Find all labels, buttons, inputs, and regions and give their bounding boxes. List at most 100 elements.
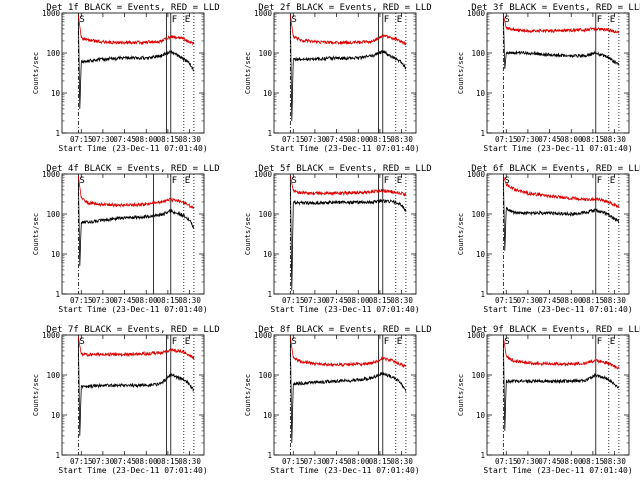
y-tick-label: 1 (267, 129, 272, 138)
marker-label-s: S (79, 15, 84, 25)
lld-series-line (503, 336, 620, 370)
y-tick-label: 1000 (254, 9, 273, 18)
x-tick-label: 08:15 (157, 296, 180, 305)
x-axis-label: Start Time (23-Dec-11 07:01:40) (270, 144, 419, 153)
x-tick-label: 07:15 (70, 457, 93, 466)
y-tick-label: 1000 (467, 9, 486, 18)
marker-label-f: F (597, 176, 602, 186)
lld-series-line (290, 14, 407, 46)
y-tick-label: 1 (480, 451, 485, 460)
x-tick-label: 07:30 (304, 135, 327, 144)
y-tick-label: 10 (263, 89, 273, 98)
y-tick-label: 100 (258, 371, 272, 380)
lld-series-line (503, 175, 619, 209)
y-tick-label: 1000 (42, 170, 61, 179)
marker-label-f: F (384, 15, 389, 25)
x-tick-label: 08:00 (347, 296, 370, 305)
x-tick-label: 07:15 (70, 135, 93, 144)
marker-label-e: E (185, 337, 190, 347)
y-tick-label: 1 (55, 290, 60, 299)
y-tick-label: 1 (55, 451, 60, 460)
y-tick-label: 1000 (42, 331, 61, 340)
y-tick-label: 100 (471, 371, 485, 380)
panel-title: Det 2f BLACK = Events, RED = LLD (258, 3, 431, 13)
x-tick-label: 08:30 (603, 135, 626, 144)
x-tick-label: 08:30 (178, 296, 201, 305)
x-tick-label: 07:15 (495, 135, 518, 144)
x-tick-label: 08:00 (135, 457, 158, 466)
marker-label-e: E (610, 15, 615, 25)
marker-label-e: E (185, 176, 190, 186)
panel-det-8: Det 8f BLACK = Events, RED = LLD 1 10 100 10… (244, 325, 432, 475)
x-axis-label: Start Time (23-Dec-11 07:01:40) (58, 305, 207, 314)
panel-det-5: Det 5f BLACK = Events, RED = LLD 1 10 100 10… (244, 164, 432, 314)
y-tick-label: 100 (46, 210, 60, 219)
y-tick-label: 100 (471, 210, 485, 219)
x-tick-label: 07:30 (517, 296, 540, 305)
events-series-line (290, 14, 407, 122)
x-tick-label: 08:15 (369, 457, 392, 466)
marker-label-e: E (397, 337, 402, 347)
x-axis-label: Start Time (23-Dec-11 07:01:40) (483, 466, 632, 475)
x-axis-label: Start Time (23-Dec-11 07:01:40) (58, 144, 207, 153)
lld-series-line (78, 175, 194, 209)
x-tick-label: 07:30 (92, 296, 115, 305)
x-tick-label: 07:45 (113, 296, 136, 305)
panel-det-6: Det 6f BLACK = Events, RED = LLD 1 10 100 10… (457, 164, 640, 314)
marker-label-s: S (291, 15, 296, 25)
y-tick-label: 1000 (42, 9, 61, 18)
marker-label-f: F (597, 15, 602, 25)
x-tick-label: 07:15 (282, 457, 305, 466)
y-tick-label: 10 (476, 250, 486, 259)
plot-frame (273, 173, 417, 295)
events-series-line (290, 175, 407, 291)
marker-label-s: S (79, 337, 84, 347)
lld-series-line (78, 336, 195, 360)
plot-frame (486, 12, 630, 134)
y-tick-label: 1000 (467, 170, 486, 179)
marker-label-f: F (172, 15, 177, 25)
x-tick-label: 07:30 (304, 296, 327, 305)
lld-series-line (78, 14, 195, 46)
x-tick-label: 08:15 (582, 457, 605, 466)
x-tick-label: 07:30 (92, 135, 115, 144)
x-tick-label: 07:45 (325, 135, 348, 144)
marker-label-s: S (504, 337, 509, 347)
y-tick-label: 10 (263, 411, 273, 420)
marker-label-s: S (79, 176, 84, 186)
x-tick-label: 07:45 (538, 296, 561, 305)
panel-title: Det 4f BLACK = Events, RED = LLD (46, 164, 219, 174)
panel-title: Det 3f BLACK = Events, RED = LLD (471, 3, 640, 13)
panel-title: Det 7f BLACK = Events, RED = LLD (46, 325, 219, 335)
x-tick-label: 07:15 (70, 296, 93, 305)
panel-det-1: Det 1f BLACK = Events, RED = LLD 1 10 100 10… (32, 3, 220, 153)
y-tick-label: 100 (471, 49, 485, 58)
x-tick-label: 08:30 (390, 457, 413, 466)
plot-frame (61, 173, 205, 295)
x-tick-label: 07:15 (495, 457, 518, 466)
x-tick-label: 07:45 (538, 135, 561, 144)
events-series-line (78, 175, 194, 267)
events-series-line (503, 175, 620, 251)
x-tick-label: 08:30 (390, 135, 413, 144)
panel-title: Det 9f BLACK = Events, RED = LLD (471, 325, 640, 335)
plot-frame (273, 334, 417, 456)
x-tick-label: 08:15 (582, 135, 605, 144)
x-tick-label: 08:00 (560, 135, 583, 144)
y-axis-label: Counts/sec (32, 52, 40, 94)
panel-det-4: Det 4f BLACK = Events, RED = LLD 1 10 100 10… (32, 164, 220, 314)
y-tick-label: 1 (480, 290, 485, 299)
lld-series-line (290, 336, 407, 369)
panel-det-9: Det 9f BLACK = Events, RED = LLD 1 10 100 10… (457, 325, 640, 475)
y-axis-label: Counts/sec (244, 374, 252, 416)
x-tick-label: 08:15 (157, 457, 180, 466)
x-tick-label: 08:30 (603, 296, 626, 305)
marker-label-f: F (384, 176, 389, 186)
plot-frame (486, 334, 630, 456)
marker-label-s: S (504, 15, 509, 25)
x-tick-label: 07:45 (538, 457, 561, 466)
marker-label-f: F (172, 176, 177, 186)
y-axis-label: Counts/sec (32, 374, 40, 416)
y-tick-label: 100 (258, 210, 272, 219)
x-tick-label: 08:15 (582, 296, 605, 305)
